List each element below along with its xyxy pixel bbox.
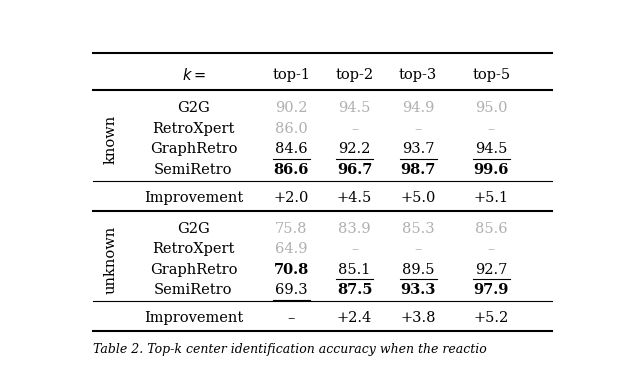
- Text: –: –: [351, 242, 358, 256]
- Text: unknown: unknown: [103, 225, 117, 294]
- Text: 75.8: 75.8: [275, 222, 307, 235]
- Text: 70.8: 70.8: [273, 263, 309, 277]
- Text: –: –: [351, 122, 358, 136]
- Text: +5.2: +5.2: [474, 311, 509, 326]
- Text: 86.6: 86.6: [273, 163, 309, 177]
- Text: top-1: top-1: [272, 68, 310, 82]
- Text: +3.8: +3.8: [400, 311, 436, 326]
- Text: –: –: [287, 311, 295, 326]
- Text: 95.0: 95.0: [475, 101, 508, 115]
- Text: –: –: [415, 122, 421, 136]
- Text: +2.4: +2.4: [337, 311, 372, 326]
- Text: –: –: [488, 242, 495, 256]
- Text: 84.6: 84.6: [275, 142, 307, 157]
- Text: 94.5: 94.5: [338, 101, 371, 115]
- Text: G2G: G2G: [177, 101, 210, 115]
- Text: +5.0: +5.0: [401, 191, 436, 205]
- Text: Improvement: Improvement: [144, 311, 243, 326]
- Text: RetroXpert: RetroXpert: [152, 242, 235, 256]
- Text: +2.0: +2.0: [273, 191, 309, 205]
- Text: 69.3: 69.3: [275, 283, 307, 297]
- Text: 93.3: 93.3: [401, 283, 436, 297]
- Text: 64.9: 64.9: [275, 242, 307, 256]
- Text: 90.2: 90.2: [275, 101, 307, 115]
- Text: 92.7: 92.7: [475, 263, 508, 277]
- Text: +5.1: +5.1: [474, 191, 509, 205]
- Text: 85.3: 85.3: [402, 222, 435, 235]
- Text: 99.6: 99.6: [474, 163, 509, 177]
- Text: Improvement: Improvement: [144, 191, 243, 205]
- Text: top-2: top-2: [336, 68, 374, 82]
- Text: 86.0: 86.0: [275, 122, 307, 136]
- Text: +4.5: +4.5: [337, 191, 372, 205]
- Text: SemiRetro: SemiRetro: [154, 283, 232, 297]
- Text: 83.9: 83.9: [338, 222, 371, 235]
- Text: RetroXpert: RetroXpert: [152, 122, 235, 136]
- Text: G2G: G2G: [177, 222, 210, 235]
- Text: GraphRetro: GraphRetro: [150, 263, 238, 277]
- Text: 85.1: 85.1: [338, 263, 371, 277]
- Text: GraphRetro: GraphRetro: [150, 142, 238, 157]
- Text: –: –: [488, 122, 495, 136]
- Text: top-5: top-5: [472, 68, 510, 82]
- Text: 89.5: 89.5: [402, 263, 434, 277]
- Text: 97.9: 97.9: [474, 283, 509, 297]
- Text: 94.9: 94.9: [402, 101, 434, 115]
- Text: SemiRetro: SemiRetro: [154, 163, 232, 177]
- Text: –: –: [415, 242, 421, 256]
- Text: 98.7: 98.7: [401, 163, 436, 177]
- Text: $k=$: $k=$: [181, 67, 205, 83]
- Text: known: known: [103, 115, 117, 164]
- Text: Table 2. Top-k center identification accuracy when the reactio: Table 2. Top-k center identification acc…: [93, 343, 487, 356]
- Text: 85.6: 85.6: [475, 222, 508, 235]
- Text: top-3: top-3: [399, 68, 437, 82]
- Text: 96.7: 96.7: [337, 163, 372, 177]
- Text: 87.5: 87.5: [337, 283, 372, 297]
- Text: 93.7: 93.7: [402, 142, 434, 157]
- Text: 94.5: 94.5: [475, 142, 508, 157]
- Text: 92.2: 92.2: [338, 142, 371, 157]
